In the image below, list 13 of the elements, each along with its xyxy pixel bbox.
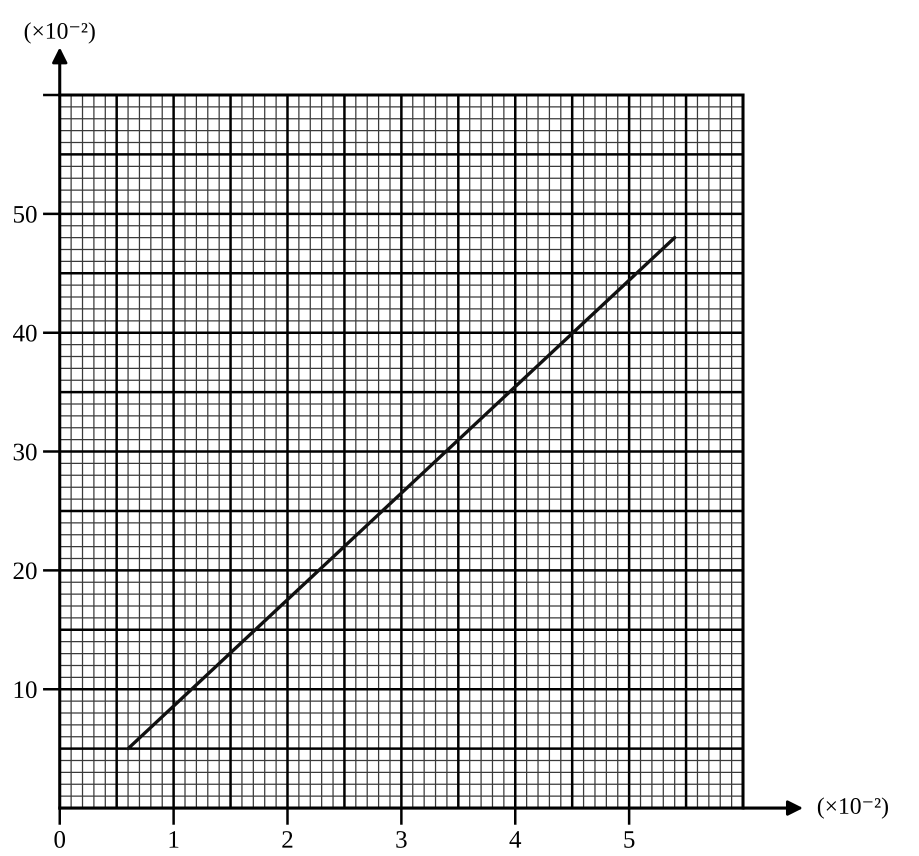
y-tick-label: 20 [14, 562, 37, 580]
x-tick-label: 5 [624, 831, 634, 848]
y-tick-label: 40 [13, 324, 37, 342]
y-tick-label: 50 [14, 206, 37, 223]
x-tick-label: 3 [396, 831, 407, 848]
y-tick-label: 30 [14, 444, 37, 460]
x-tick-label: 1 [170, 831, 178, 848]
x-tick-label: 0 [54, 831, 66, 848]
y-tick-label: 10 [14, 681, 37, 698]
y-axis-title: (×10⁻²) [24, 22, 95, 44]
x-axis-title: (×10⁻²) [818, 797, 888, 819]
x-tick-label: 2 [282, 831, 292, 848]
x-tick-label: 4 [509, 831, 522, 848]
